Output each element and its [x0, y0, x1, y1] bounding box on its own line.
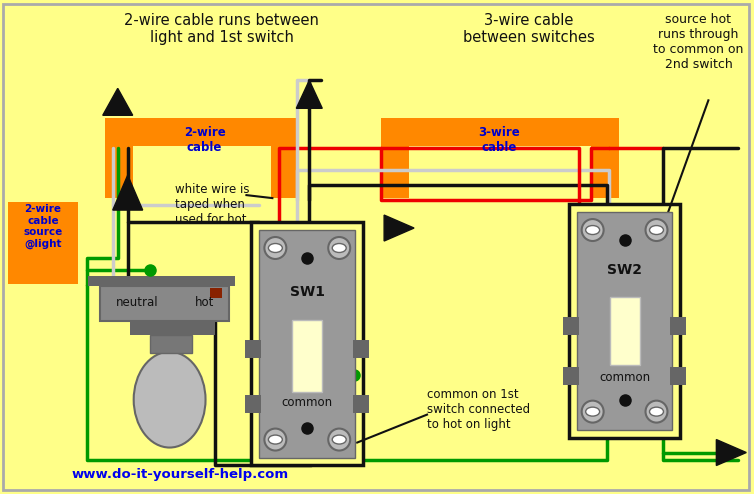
Polygon shape: [353, 340, 369, 358]
Circle shape: [265, 429, 287, 451]
Polygon shape: [670, 317, 686, 335]
Polygon shape: [130, 321, 214, 335]
Text: common: common: [599, 371, 650, 384]
Polygon shape: [3, 3, 749, 491]
Polygon shape: [100, 286, 229, 321]
Polygon shape: [246, 395, 262, 412]
Circle shape: [328, 429, 350, 451]
Text: 3-wire
cable: 3-wire cable: [478, 126, 520, 154]
Polygon shape: [149, 335, 192, 353]
Polygon shape: [210, 288, 222, 298]
Ellipse shape: [333, 244, 346, 252]
Ellipse shape: [268, 244, 282, 252]
Polygon shape: [103, 88, 133, 115]
Polygon shape: [105, 118, 299, 146]
Polygon shape: [716, 440, 746, 465]
Text: 2-wire cable runs between
light and 1st switch: 2-wire cable runs between light and 1st …: [124, 12, 319, 45]
Polygon shape: [251, 222, 363, 465]
Polygon shape: [577, 212, 673, 430]
Text: www.do-it-yourself-help.com: www.do-it-yourself-help.com: [72, 468, 289, 482]
Ellipse shape: [586, 407, 599, 416]
Polygon shape: [293, 320, 322, 392]
Ellipse shape: [649, 226, 664, 235]
Circle shape: [265, 237, 287, 259]
Text: SW2: SW2: [607, 263, 642, 277]
Polygon shape: [113, 175, 143, 210]
Circle shape: [581, 219, 604, 241]
Ellipse shape: [333, 435, 346, 444]
Ellipse shape: [133, 352, 206, 448]
Circle shape: [328, 237, 350, 259]
Circle shape: [581, 401, 604, 422]
Polygon shape: [87, 276, 235, 286]
Polygon shape: [296, 81, 322, 108]
Polygon shape: [353, 395, 369, 412]
Polygon shape: [590, 118, 618, 198]
Polygon shape: [381, 118, 618, 146]
Text: 3-wire cable
between switches: 3-wire cable between switches: [463, 12, 595, 45]
Text: source hot
runs through
to common on
2nd switch: source hot runs through to common on 2nd…: [653, 12, 743, 71]
Text: hot: hot: [195, 296, 214, 309]
Polygon shape: [271, 118, 299, 198]
Polygon shape: [259, 230, 355, 457]
Polygon shape: [381, 118, 409, 198]
Text: common on 1st
switch connected
to hot on light: common on 1st switch connected to hot on…: [427, 388, 530, 431]
Polygon shape: [105, 118, 133, 198]
Text: white wire is
taped when
used for hot: white wire is taped when used for hot: [175, 183, 249, 226]
Ellipse shape: [586, 226, 599, 235]
Text: common: common: [282, 396, 333, 409]
Polygon shape: [562, 367, 578, 385]
Polygon shape: [569, 204, 680, 438]
Text: neutral: neutral: [116, 296, 159, 309]
Circle shape: [645, 219, 667, 241]
Ellipse shape: [268, 435, 282, 444]
Polygon shape: [562, 317, 578, 335]
Polygon shape: [384, 215, 414, 241]
Text: 2-wire
cable: 2-wire cable: [184, 126, 225, 154]
Circle shape: [645, 401, 667, 422]
Polygon shape: [246, 340, 262, 358]
Text: 2-wire
cable
source
@light: 2-wire cable source @light: [23, 204, 63, 249]
Polygon shape: [670, 367, 686, 385]
Text: SW1: SW1: [290, 285, 325, 299]
Polygon shape: [8, 202, 78, 284]
Ellipse shape: [649, 407, 664, 416]
Polygon shape: [609, 297, 639, 365]
